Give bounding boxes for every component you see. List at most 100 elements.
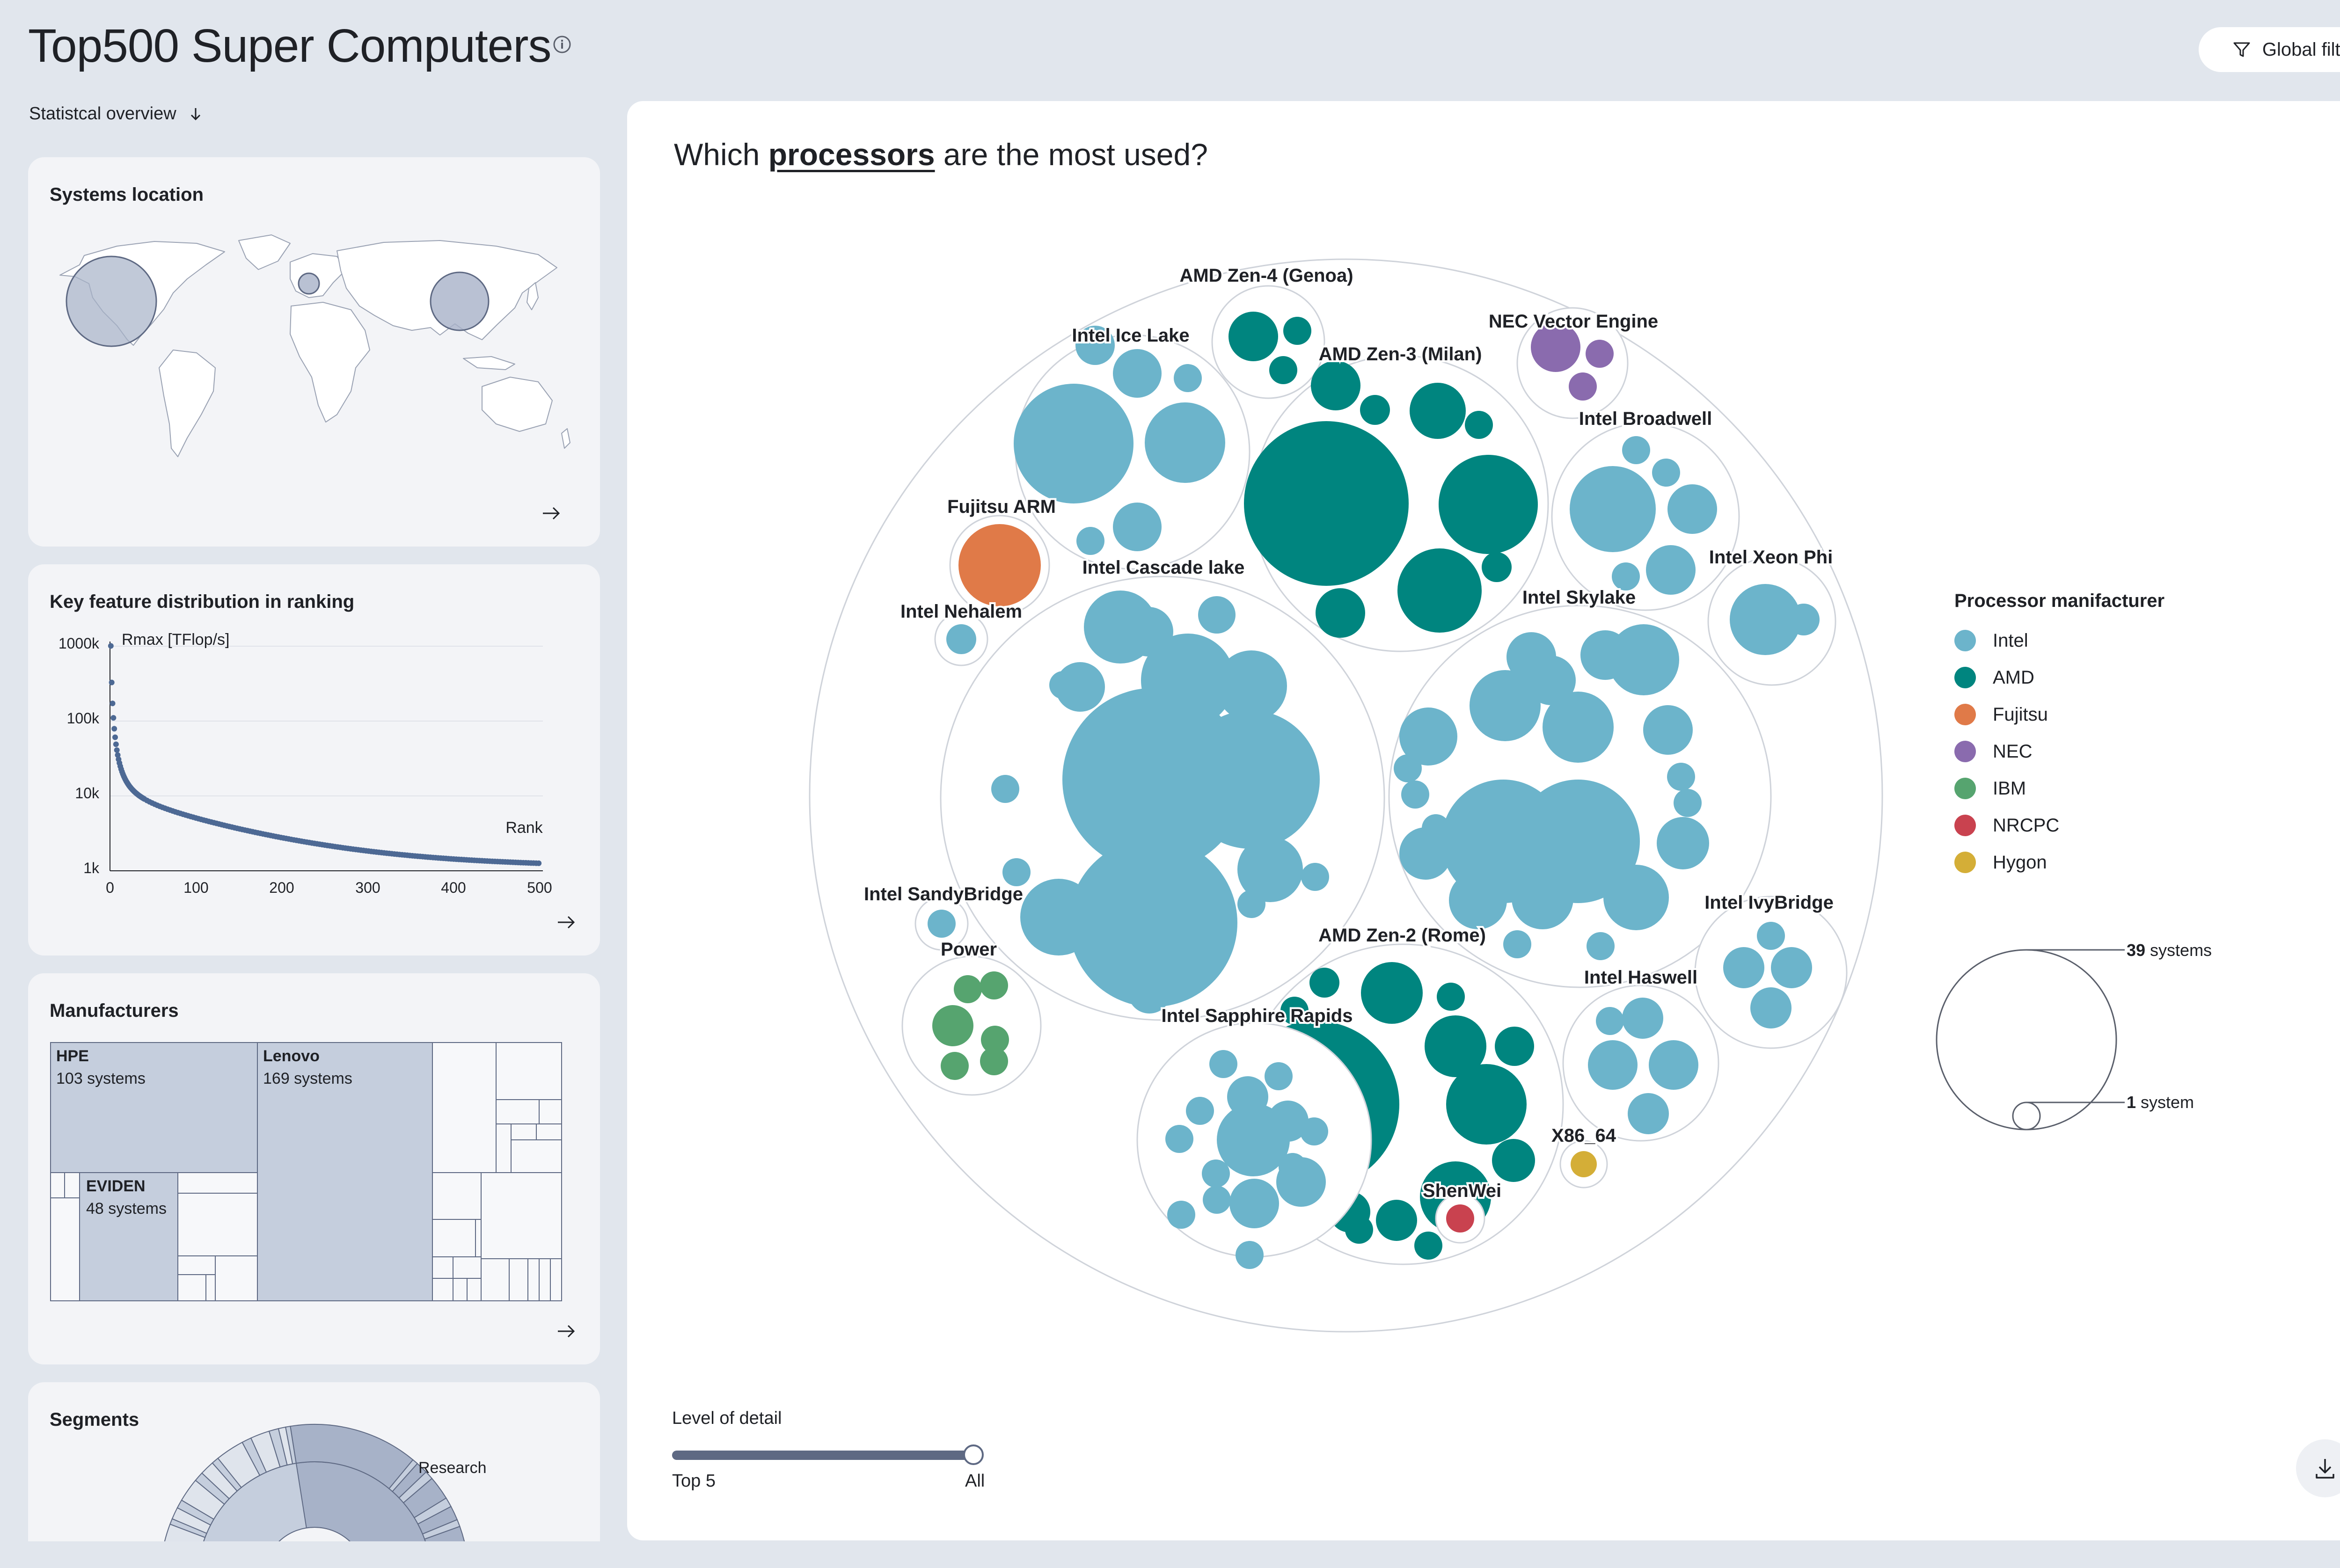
system-bubble[interactable] [1228,312,1278,361]
system-bubble[interactable] [1209,1050,1237,1078]
system-bubble[interactable] [1437,983,1465,1011]
system-bubble[interactable] [1667,484,1717,534]
system-bubble[interactable] [946,624,976,654]
system-bubble[interactable] [1446,1064,1527,1145]
system-bubble[interactable] [1531,322,1580,372]
processor-group-x86-64[interactable]: X86_64 [1550,1123,1618,1189]
system-bubble[interactable] [1643,705,1693,755]
rmax-rank-chart[interactable]: Rmax [TFlop/s] Rank 1000k 100k 10k 1k 0 … [28,564,600,955]
rank-point[interactable] [110,700,116,707]
system-bubble[interactable] [1771,947,1812,988]
system-bubble[interactable] [1571,1151,1597,1177]
processor-group-shenwei[interactable]: ShenWei [1421,1179,1503,1244]
system-bubble[interactable] [1165,1125,1193,1153]
system-bubble[interactable] [1570,466,1656,552]
system-bubble[interactable] [1181,710,1320,849]
rank-point[interactable] [109,679,115,686]
system-bubble[interactable] [1167,1201,1195,1229]
system-bubble[interactable] [1283,317,1311,345]
legend-item-intel[interactable]: Intel [1954,630,2028,651]
system-bubble[interactable] [1586,340,1614,368]
system-bubble[interactable] [1049,671,1077,699]
systems-location-card[interactable]: Systems location [28,157,600,547]
processor-group-intel-haswell[interactable]: Intel Haswell [1562,965,1719,1142]
question-keyword-dropdown[interactable]: processors [768,137,935,172]
rank-point[interactable] [536,860,542,866]
system-bubble[interactable] [1757,922,1785,950]
system-bubble[interactable] [1439,455,1538,554]
system-bubble[interactable] [1730,584,1801,655]
system-bubble[interactable] [1788,604,1820,635]
processor-group-intel-sapphire-rapids[interactable]: Intel Sapphire Rapids [1136,1004,1372,1269]
rank-point[interactable] [108,643,114,649]
system-bubble[interactable] [1236,1241,1264,1269]
distribution-card[interactable]: Key feature distribution in ranking Rmax… [28,564,600,955]
system-bubble[interactable] [1449,871,1507,929]
processor-group-nec-vector-engine[interactable]: NEC Vector Engine [1487,307,1660,419]
processor-group-intel-sandybridge[interactable]: Intel SandyBridge [862,882,1025,951]
arrow-right-icon[interactable] [554,911,578,934]
system-bubble[interactable] [954,975,982,1003]
system-bubble[interactable] [1216,650,1287,722]
location-bubble-east-asia[interactable] [430,271,490,331]
system-bubble[interactable] [1265,1062,1293,1090]
processor-group-intel-broadwell[interactable]: Intel Broadwell [1551,407,1740,611]
system-bubble[interactable] [1244,421,1409,586]
system-bubble[interactable] [1587,932,1615,960]
manufacturers-treemap[interactable]: HPE 103 systems Lenovo 169 systems EVIDE… [28,973,600,1364]
system-bubble[interactable] [1723,947,1764,988]
system-bubble[interactable] [1237,837,1303,902]
system-bubble[interactable] [1113,503,1162,551]
system-bubble[interactable] [1360,395,1390,425]
system-bubble[interactable] [1569,372,1597,401]
system-bubble[interactable] [1361,962,1423,1024]
system-bubble[interactable] [1470,670,1541,741]
system-bubble[interactable] [1376,1200,1417,1241]
legend-item-amd[interactable]: AMD [1954,667,2034,688]
system-bubble[interactable] [1667,763,1695,791]
system-bubble[interactable] [1186,1097,1214,1125]
processor-group-intel-xeon-phi[interactable]: Intel Xeon Phi [1707,545,1836,686]
system-bubble[interactable] [1596,1007,1624,1035]
system-bubble[interactable] [1425,1015,1486,1077]
processor-group-intel-ice-lake[interactable]: Intel Ice Lake [1014,323,1250,570]
system-bubble[interactable] [1628,1093,1669,1134]
system-bubble[interactable] [1198,596,1236,634]
world-map[interactable] [47,227,585,475]
system-bubble[interactable] [1495,1027,1534,1066]
rank-point[interactable] [111,726,117,732]
system-bubble[interactable] [1399,707,1457,766]
processor-group-intel-cascade-lake[interactable]: Intel Cascade lake [940,555,1385,1021]
system-bubble[interactable] [1612,562,1640,591]
processor-group-intel-ivybridge[interactable]: Intel IvyBridge [1694,890,1848,1049]
system-bubble[interactable] [1674,789,1702,817]
system-bubble[interactable] [1128,970,1171,1014]
system-bubble[interactable] [1269,356,1297,384]
arrow-right-icon[interactable] [554,1320,578,1343]
system-bubble[interactable] [1316,588,1365,638]
system-bubble[interactable] [1622,998,1663,1039]
system-bubble[interactable] [1465,411,1493,439]
processor-group-amd-zen-4-genoa[interactable]: AMD Zen-4 (Genoa) [1177,263,1355,399]
arrow-right-icon[interactable] [539,502,563,525]
system-bubble[interactable] [1516,780,1640,903]
system-bubble[interactable] [1410,383,1466,439]
system-bubble[interactable] [941,1052,969,1080]
system-bubble[interactable] [980,971,1008,999]
segment-arc[interactable] [424,1525,467,1541]
system-bubble[interactable] [1401,780,1429,809]
system-bubble[interactable] [1174,364,1202,392]
system-bubble[interactable] [1279,1153,1307,1181]
legend-item-nec[interactable]: NEC [1954,741,2032,762]
level-of-detail-slider-handle[interactable] [963,1444,984,1465]
location-bubble-north-america[interactable] [66,255,157,347]
rank-point[interactable] [115,752,121,758]
system-bubble[interactable] [1069,839,1237,1007]
manufacturers-card[interactable]: Manufacturers [28,973,600,1364]
system-bubble[interactable] [1076,527,1104,555]
system-bubble[interactable] [1311,361,1360,410]
system-bubble[interactable] [1145,402,1225,483]
legend-item-ibm[interactable]: IBM [1954,778,2026,799]
system-bubble[interactable] [932,1005,973,1046]
system-bubble[interactable] [1217,1103,1290,1176]
